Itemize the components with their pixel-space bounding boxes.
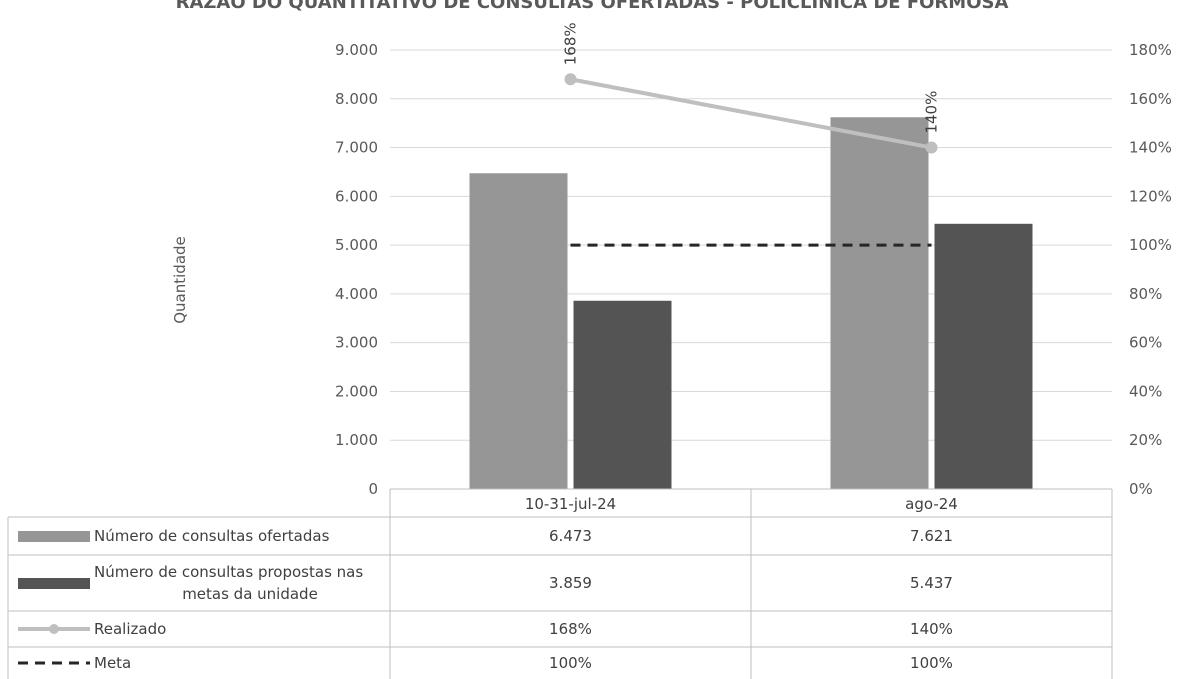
- y2-tick-label: 140%: [1129, 139, 1172, 157]
- y2-tick-label: 180%: [1129, 41, 1172, 59]
- series-name: Meta: [94, 654, 131, 672]
- bar: [830, 117, 929, 489]
- series-name: Realizado: [94, 620, 166, 638]
- series-name: Número de consultas ofertadas: [94, 527, 330, 545]
- y-axis-label: Quantidade: [171, 236, 189, 324]
- y2-tick-label: 120%: [1129, 187, 1172, 205]
- y-tick-label: 5.000: [335, 236, 378, 254]
- realizado-data-label: 168%: [562, 22, 580, 65]
- table-cell-value: 140%: [910, 620, 953, 638]
- data-table: 10-31-jul-24 ago-24 Número de consultas of…: [7, 488, 1113, 679]
- y-tick-label: 0: [368, 480, 378, 498]
- series-name: Número de consultas propostas nas metas d…: [94, 563, 363, 603]
- bar: [934, 223, 1033, 489]
- lines: 168% 140%: [562, 22, 941, 247]
- realizado-data-label: 140%: [923, 91, 941, 134]
- x-tick-label: ago-24: [905, 495, 958, 513]
- table-cell-value: 6.473: [549, 527, 592, 545]
- table-cell-value: 100%: [549, 654, 592, 672]
- y2-tick-label: 160%: [1129, 90, 1172, 108]
- y-tick-label: 6.000: [335, 187, 378, 205]
- y-tick-label: 1.000: [335, 431, 378, 449]
- y-tick-label: 2.000: [335, 382, 378, 400]
- table-cell-value: 3.859: [549, 574, 592, 592]
- right-axis-ticks: 0% 20% 40% 60% 80% 100% 120% 140% 160% 180%: [1129, 41, 1172, 498]
- realizado-point: [564, 73, 577, 86]
- y2-tick-label: 20%: [1129, 431, 1162, 449]
- bars: [469, 117, 1033, 489]
- y-tick-label: 3.000: [335, 334, 378, 352]
- y-tick-label: 8.000: [335, 90, 378, 108]
- y2-tick-label: 0%: [1129, 480, 1153, 498]
- y2-tick-label: 80%: [1129, 285, 1162, 303]
- table-cell-value: 168%: [549, 620, 592, 638]
- legend-key: [49, 624, 59, 634]
- realizado-point: [925, 141, 938, 154]
- table-cell-value: 7.621: [910, 527, 953, 545]
- y2-tick-label: 40%: [1129, 382, 1162, 400]
- bar: [573, 300, 672, 489]
- legend-key: [18, 531, 90, 542]
- chart-title: RAZÃO DO QUANTITATIVO DE CONSULTAS OFERT…: [176, 0, 1009, 13]
- table-cell-value: 100%: [910, 654, 953, 672]
- y-tick-label: 7.000: [335, 139, 378, 157]
- realizado-line: [570, 77, 932, 150]
- y2-tick-label: 100%: [1129, 236, 1172, 254]
- legend-key: [18, 578, 90, 589]
- bar: [469, 173, 568, 489]
- y-tick-label: 4.000: [335, 285, 378, 303]
- y-tick-label: 9.000: [335, 41, 378, 59]
- table-cell-value: 5.437: [910, 574, 953, 592]
- left-axis-ticks: 0 1.000 2.000 3.000 4.000 5.000 6.000 7.000 8.00…: [335, 41, 378, 498]
- x-tick-label: 10-31-jul-24: [525, 495, 616, 513]
- y2-tick-label: 60%: [1129, 334, 1162, 352]
